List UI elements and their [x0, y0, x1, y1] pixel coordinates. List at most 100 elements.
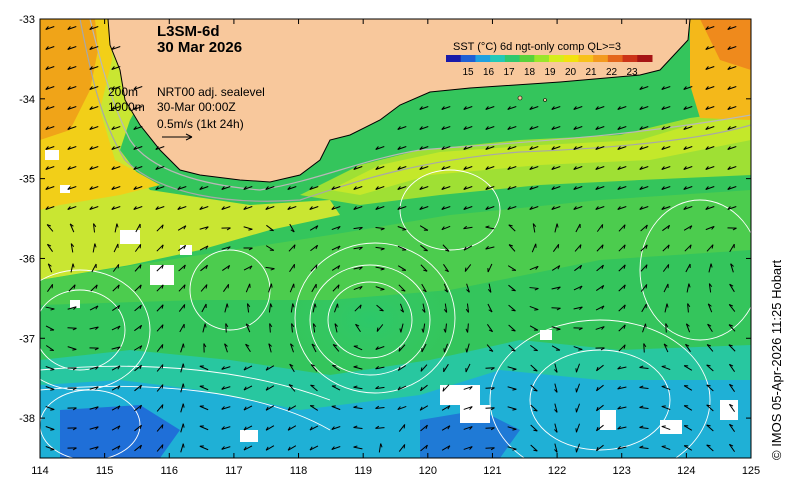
current-arrow	[529, 126, 539, 130]
current-arrow-head	[380, 228, 385, 231]
current-arrow	[199, 385, 209, 391]
current-arrow-head	[353, 405, 358, 408]
current-arrow	[529, 305, 539, 311]
colorbar-swatch	[563, 55, 579, 62]
colorbar-swatch	[475, 55, 491, 62]
current-arrow	[331, 186, 341, 190]
current-arrow	[705, 106, 715, 110]
current-arrow-head	[511, 329, 516, 332]
current-arrow	[353, 446, 363, 450]
current-arrow	[507, 265, 517, 271]
current-arrow-head	[667, 264, 670, 269]
current-arrow	[661, 106, 671, 110]
current-arrow	[707, 323, 713, 333]
x-tick-label: 114	[31, 465, 49, 477]
current-arrow-head	[601, 285, 605, 290]
current-arrow	[134, 244, 142, 252]
current-arrow	[705, 206, 715, 210]
current-arrow	[507, 366, 517, 370]
current-arrow	[45, 306, 55, 310]
current-arrow-head	[706, 364, 711, 367]
current-arrow-head	[512, 388, 517, 391]
current-arrow	[243, 385, 253, 391]
current-arrow	[156, 344, 164, 352]
current-arrow-head	[645, 284, 648, 289]
current-arrow-head	[729, 283, 734, 287]
current-arrow	[661, 365, 671, 371]
current-arrow	[243, 186, 253, 190]
current-arrow-head	[596, 406, 599, 411]
current-arrow-head	[595, 206, 599, 210]
current-arrow-head	[315, 225, 319, 230]
current-arrow-head	[50, 389, 55, 391]
y-tick-label: -33	[19, 14, 35, 26]
current-arrow	[375, 227, 385, 229]
y-tick-label: -38	[19, 413, 35, 425]
current-arrow	[378, 443, 382, 453]
colorbar	[446, 55, 653, 62]
current-arrow-head	[289, 363, 294, 367]
current-arrow-head	[72, 367, 77, 371]
current-arrow-head	[45, 146, 49, 150]
current-arrow-head	[182, 403, 185, 408]
current-arrow	[331, 405, 341, 411]
current-arrow-head	[535, 265, 539, 270]
current-arrow	[397, 206, 407, 210]
current-arrow	[287, 405, 297, 411]
current-arrow	[398, 284, 406, 292]
current-arrow-head	[661, 385, 666, 387]
current-arrow-head	[727, 166, 731, 170]
current-arrow	[334, 323, 338, 333]
y-tick-label: -36	[19, 253, 35, 265]
current-arrow	[422, 323, 426, 333]
current-arrow	[441, 106, 451, 110]
current-arrow	[463, 126, 473, 130]
current-arrow-head	[423, 249, 428, 252]
current-arrow	[639, 86, 649, 90]
current-arrow	[727, 26, 737, 30]
current-arrow	[530, 364, 538, 372]
current-arrow	[375, 427, 385, 429]
current-arrow-head	[50, 369, 55, 371]
current-arrow	[221, 186, 231, 190]
current-arrow	[665, 323, 667, 333]
current-arrow	[574, 264, 582, 272]
current-arrow	[640, 264, 648, 272]
current-arrow	[596, 264, 604, 272]
current-arrow	[683, 365, 693, 371]
current-arrow-head	[95, 406, 99, 410]
current-arrow	[134, 324, 142, 332]
current-arrow-head	[485, 186, 489, 190]
current-arrow-head	[600, 347, 605, 351]
current-arrow-head	[358, 227, 363, 231]
current-arrow-head	[529, 146, 533, 150]
current-arrow-head	[139, 444, 142, 450]
current-arrow	[639, 126, 649, 130]
current-arrow-head	[469, 406, 473, 410]
current-arrow	[69, 223, 75, 233]
current-arrow	[269, 323, 271, 333]
current-arrow-head	[397, 406, 401, 410]
current-arrow-head	[355, 323, 360, 327]
current-arrow	[353, 226, 363, 230]
current-arrow-head	[221, 206, 225, 210]
current-arrow-head	[245, 323, 250, 327]
colorbar-tick-label: 16	[483, 67, 495, 78]
current-arrow-head	[711, 244, 714, 249]
current-arrow-head	[161, 224, 164, 229]
current-arrow	[617, 126, 627, 130]
current-arrow-head	[177, 206, 181, 210]
current-arrow	[133, 345, 143, 351]
x-tick-label: 115	[96, 465, 114, 477]
current-arrow-head	[686, 323, 690, 327]
current-arrow	[640, 284, 648, 292]
current-arrow	[397, 405, 407, 411]
current-arrow	[573, 186, 583, 190]
current-arrow	[661, 206, 671, 210]
current-arrow-head	[617, 146, 621, 150]
current-arrow	[463, 146, 473, 150]
current-arrow	[221, 386, 231, 390]
current-arrow-head	[247, 303, 251, 308]
current-arrow	[331, 225, 341, 231]
product-label: L3SM-6d	[157, 23, 220, 40]
